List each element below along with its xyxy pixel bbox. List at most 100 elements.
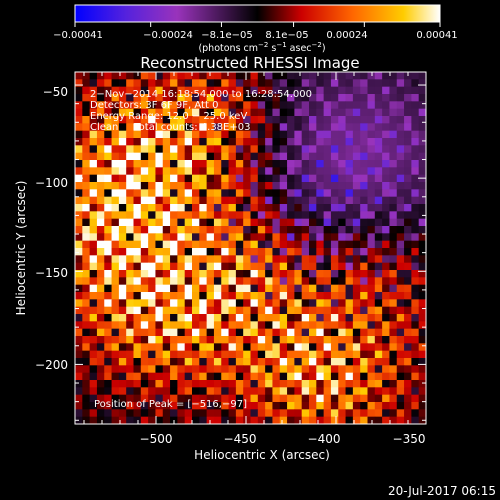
heatmap-cell [294,314,303,322]
heatmap-cell [221,182,229,190]
heatmap-cell [213,211,222,220]
heatmap-cell [265,343,273,352]
heatmap-cell [330,72,339,80]
heatmap-cell [140,284,149,293]
heatmap-cell [155,394,164,403]
heatmap-cell [309,409,317,418]
heatmap-cell [272,226,281,234]
heatmap-cell [352,72,361,80]
heatmap-cell [140,204,149,212]
heatmap-cell [272,248,281,256]
heatmap-cell [287,248,295,256]
heatmap-cell [162,277,171,286]
heatmap-cell [367,372,376,381]
heatmap-cell [243,218,251,227]
heatmap-cell [294,72,303,80]
heatmap-cell [96,160,105,168]
heatmap-cell [279,86,288,95]
heatmap-cell [404,394,412,403]
heatmap-cell [338,189,346,198]
heatmap-cell [396,350,405,359]
heatmap-cell [352,284,361,293]
heatmap-cell [272,336,281,344]
heatmap-cell [404,101,412,110]
heatmap-cell [82,277,91,286]
heatmap-cell [345,123,354,132]
heatmap-cell [330,292,339,300]
heatmap-cell [257,284,266,293]
heatmap-cell [162,255,171,264]
heatmap-cell [206,189,215,198]
heatmap-cell [89,101,98,110]
heatmap-cell [345,314,354,322]
heatmap-cell [338,277,346,286]
heatmap-cell [206,196,215,205]
heatmap-cell [104,321,112,330]
heatmap-cell [199,262,208,271]
heatmap-cell [389,284,398,293]
heatmap-cell [301,233,310,242]
heatmap-cell [206,277,215,286]
heatmap-cell [104,358,112,366]
heatmap-cell [294,262,303,271]
heatmap-cell [411,292,420,300]
heatmap-cell [118,299,127,308]
heatmap-cell [404,365,412,374]
heatmap-cell [118,226,127,234]
heatmap-cell [221,365,229,374]
heatmap-cell [367,86,376,95]
heatmap-cell [396,321,405,330]
heatmap-cell [206,270,215,278]
heatmap-cell [360,145,368,154]
heatmap-cell [184,226,193,234]
heatmap-cell [243,226,251,234]
heatmap-cell [155,402,164,410]
heatmap-cell [294,160,303,168]
heatmap-cell [418,299,426,308]
heatmap-cell [162,321,171,330]
heatmap-cell [404,336,412,344]
heatmap-cell [228,284,237,293]
heatmap-cell [213,218,222,227]
heatmap-cell [104,284,112,293]
heatmap-cell [279,409,288,418]
heatmap-cell [75,365,83,374]
heatmap-cell [418,101,426,110]
heatmap-cell [330,130,339,139]
heatmap-cell [199,314,208,322]
heatmap-cell [352,255,361,264]
heatmap-cell [206,79,215,88]
heatmap-cell [75,204,83,212]
heatmap-cell [367,387,376,396]
heatmap-cell [89,306,98,315]
heatmap-cell [228,211,237,220]
heatmap-cell [96,284,105,293]
heatmap-cell [104,270,112,278]
heatmap-cell [338,196,346,205]
heatmap-cell [330,152,339,161]
heatmap-cell [148,72,156,80]
heatmap-cell [418,262,426,271]
heatmap-cell [118,189,127,198]
heatmap-cell [250,233,259,242]
heatmap-cell [148,211,156,220]
heatmap-cell [235,306,244,315]
heatmap-cell [301,365,310,374]
heatmap-cell [89,336,98,344]
heatmap-cell [265,248,273,256]
heatmap-cell [294,240,303,249]
heatmap-cell [411,387,420,396]
heatmap-cell [140,248,149,256]
heatmap-cell [323,262,332,271]
heatmap-cell [411,336,420,344]
heatmap-cell [96,240,105,249]
heatmap-cell [294,211,303,220]
heatmap-cell [177,204,186,212]
heatmap-cell [250,350,259,359]
heatmap-cell [221,138,229,146]
heatmap-cell [162,108,171,117]
heatmap-cell [301,416,310,424]
heatmap-cell [272,343,281,352]
heatmap-cell [338,416,346,424]
heatmap-cell [360,226,368,234]
